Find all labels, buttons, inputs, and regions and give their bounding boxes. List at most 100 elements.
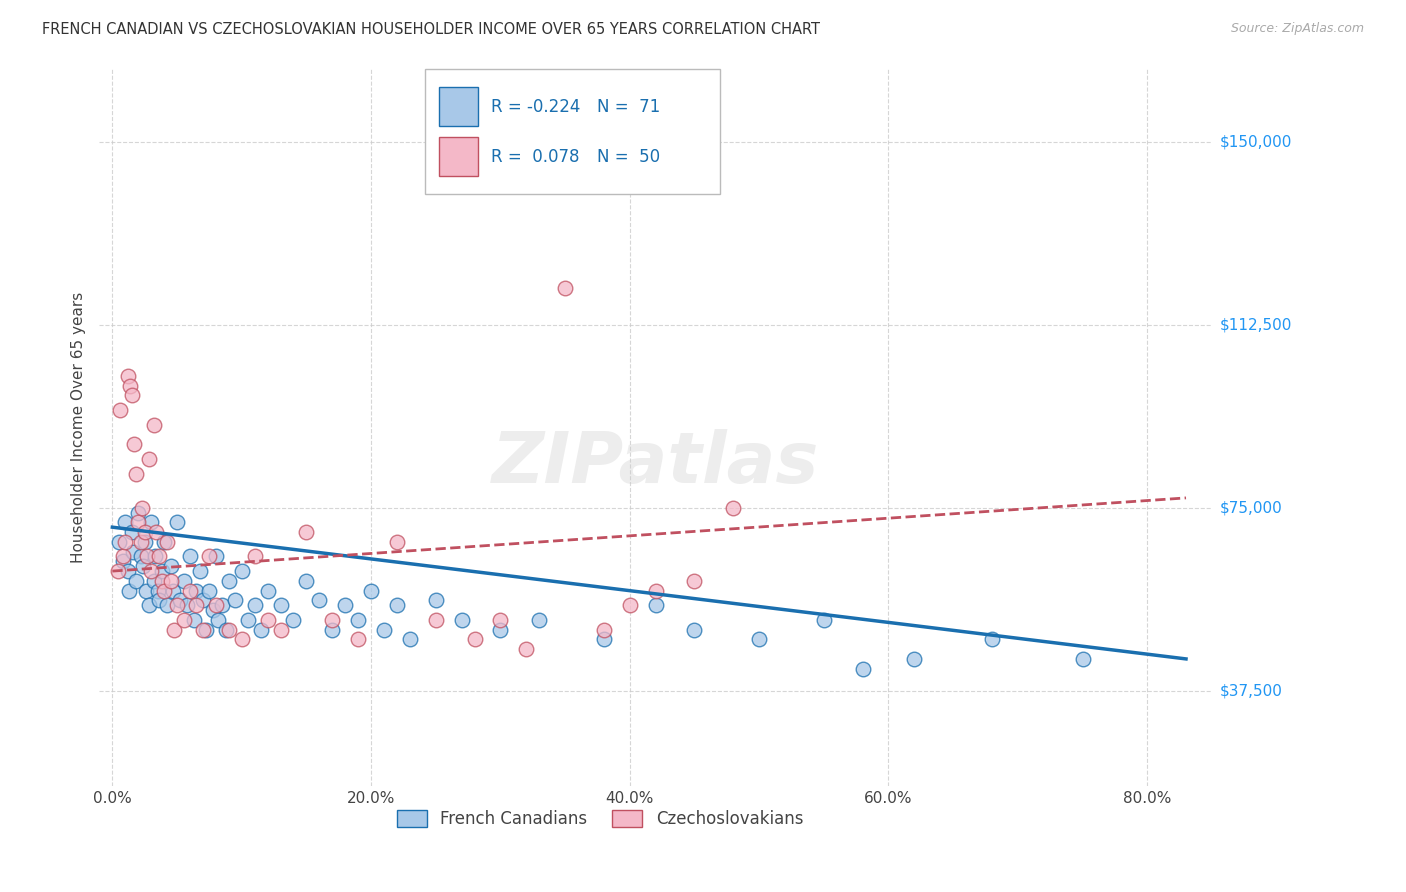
Text: ZIPatlas: ZIPatlas [492, 428, 820, 498]
Point [218, 574, 240, 588]
Point [593, 623, 616, 637]
Point [464, 632, 486, 647]
Point [141, 564, 163, 578]
Point [159, 559, 181, 574]
Point [191, 593, 214, 607]
Point [243, 549, 266, 564]
Point [141, 516, 163, 530]
Point [127, 516, 149, 530]
Point [723, 500, 745, 515]
FancyBboxPatch shape [439, 87, 478, 127]
Point [191, 623, 214, 637]
Point [215, 623, 238, 637]
Point [131, 500, 153, 515]
Point [238, 613, 260, 627]
FancyBboxPatch shape [426, 69, 720, 194]
Point [373, 623, 395, 637]
Point [156, 599, 179, 613]
Point [270, 623, 292, 637]
Point [295, 524, 318, 539]
Point [450, 613, 472, 627]
Point [121, 388, 143, 402]
Point [150, 574, 173, 588]
Text: N =  71: N = 71 [596, 97, 659, 116]
Point [176, 599, 198, 613]
Point [138, 599, 160, 613]
Point [143, 549, 166, 564]
Point [111, 554, 134, 568]
Point [135, 583, 157, 598]
Point [231, 564, 253, 578]
Point [399, 632, 422, 647]
Text: N =  50: N = 50 [596, 148, 659, 166]
Point [903, 652, 925, 666]
Point [231, 632, 253, 647]
Point [205, 599, 228, 613]
Point [124, 437, 146, 451]
Point [118, 583, 141, 598]
Point [852, 662, 875, 676]
Y-axis label: Householder Income Over 65 years: Householder Income Over 65 years [72, 292, 86, 563]
Point [644, 599, 666, 613]
Point [683, 574, 706, 588]
Point [813, 613, 835, 627]
Point [683, 623, 706, 637]
Text: $37,500: $37,500 [1220, 683, 1284, 698]
Point [148, 549, 170, 564]
Point [619, 599, 641, 613]
Point [748, 632, 770, 647]
Point [134, 534, 156, 549]
Point [117, 368, 139, 383]
Point [124, 574, 146, 588]
Point [295, 574, 318, 588]
Point [156, 534, 179, 549]
Text: R = -0.224: R = -0.224 [491, 97, 581, 116]
Point [981, 632, 1004, 647]
Point [554, 281, 576, 295]
Point [107, 564, 129, 578]
Point [166, 599, 188, 613]
Point [425, 593, 447, 607]
Point [108, 403, 131, 417]
Point [243, 599, 266, 613]
Point [129, 549, 152, 564]
Point [489, 613, 512, 627]
Point [121, 524, 143, 539]
Point [153, 534, 176, 549]
Point [250, 623, 273, 637]
Point [145, 524, 167, 539]
Point [224, 593, 246, 607]
Point [142, 574, 165, 588]
Point [117, 564, 139, 578]
Point [188, 564, 211, 578]
Point [153, 583, 176, 598]
Point [283, 613, 305, 627]
Legend: French Canadians, Czechoslovakians: French Canadians, Czechoslovakians [391, 804, 810, 835]
Point [114, 516, 136, 530]
Point [385, 599, 408, 613]
Point [207, 613, 229, 627]
Point [425, 613, 447, 627]
Point [202, 603, 225, 617]
Point [108, 534, 131, 549]
Point [111, 549, 134, 564]
Point [173, 613, 195, 627]
Point [162, 583, 184, 598]
Point [515, 642, 537, 657]
Point [218, 623, 240, 637]
Point [179, 549, 201, 564]
Point [211, 599, 233, 613]
Text: R =  0.078: R = 0.078 [491, 148, 579, 166]
Point [166, 516, 188, 530]
Point [173, 574, 195, 588]
Point [169, 593, 191, 607]
Point [183, 613, 205, 627]
Point [308, 593, 330, 607]
Point [256, 583, 278, 598]
Point [198, 549, 221, 564]
Point [136, 549, 159, 564]
Text: $75,000: $75,000 [1220, 500, 1282, 516]
Point [163, 623, 186, 637]
Point [347, 613, 370, 627]
FancyBboxPatch shape [439, 137, 478, 177]
